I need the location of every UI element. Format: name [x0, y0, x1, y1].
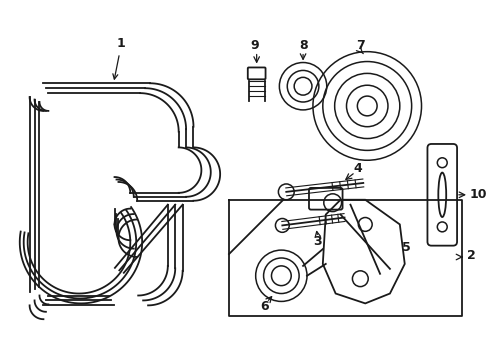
- Text: 8: 8: [298, 39, 307, 52]
- Text: 6: 6: [260, 300, 268, 313]
- Text: 1: 1: [113, 37, 125, 79]
- Text: 3: 3: [313, 235, 322, 248]
- Text: 2: 2: [466, 248, 475, 261]
- Text: 9: 9: [250, 39, 259, 52]
- Text: 5: 5: [402, 240, 410, 254]
- Text: 7: 7: [355, 39, 364, 52]
- Text: 10: 10: [469, 188, 487, 201]
- Text: 4: 4: [352, 162, 361, 175]
- Polygon shape: [228, 200, 283, 254]
